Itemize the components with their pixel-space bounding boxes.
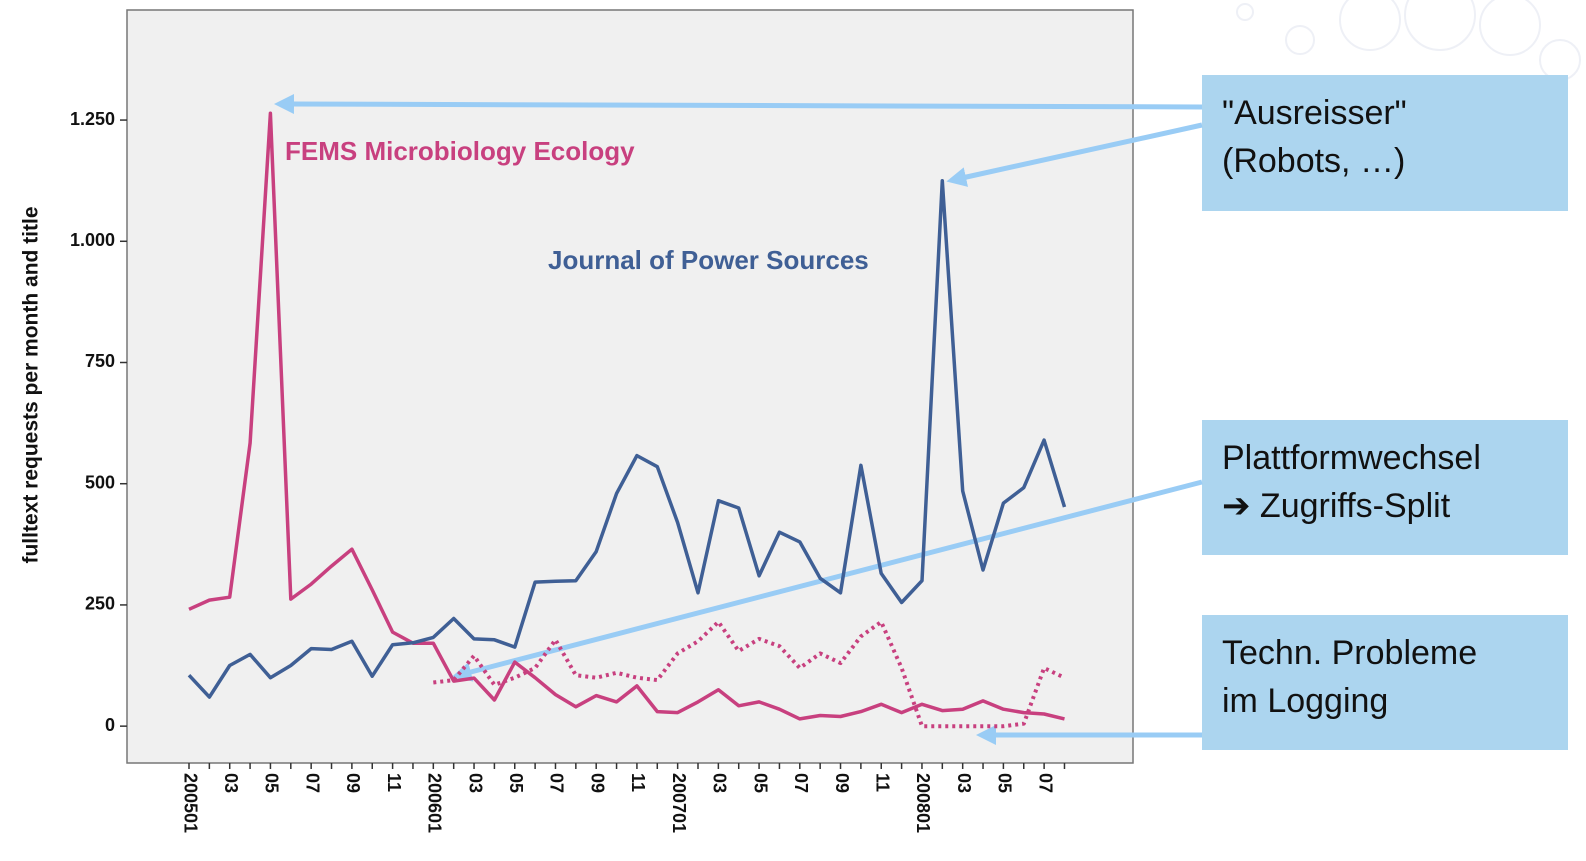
x-tick-label: 200801	[913, 773, 933, 833]
series-label: FEMS Microbiology Ecology	[285, 136, 635, 166]
annotations	[274, 75, 1568, 750]
x-tick-label: 09	[587, 773, 607, 793]
x-tick-label: 07	[791, 773, 811, 793]
y-tick-label: 0	[105, 715, 115, 735]
series-line	[433, 619, 1066, 729]
series-label: Journal of Power Sources	[548, 245, 869, 275]
decoration	[1236, 0, 1581, 81]
y-tick-label: 500	[85, 472, 115, 492]
x-tick-label: 05	[750, 773, 770, 793]
x-tick-label: 200601	[425, 773, 445, 833]
arrow	[946, 122, 1203, 187]
x-tick-label: 07	[1035, 773, 1055, 793]
x-tick-label: 07	[547, 773, 567, 793]
x-tick-label: 200701	[669, 773, 689, 833]
x-tick-label: 200501	[180, 773, 200, 833]
x-tick-label: 09	[343, 773, 363, 793]
series-line	[187, 178, 1067, 699]
x-tick-label: 11	[628, 773, 648, 792]
x-tick-label: 03	[710, 773, 730, 793]
y-tick-label: 250	[85, 594, 115, 614]
annotation-text: "Ausreisser"	[1222, 94, 1407, 132]
annotation-box	[1202, 615, 1568, 750]
x-tick-label: 05	[262, 773, 282, 793]
annotation-box	[1202, 75, 1568, 211]
annotation-box	[1202, 420, 1568, 555]
x-tick-label: 07	[302, 773, 322, 793]
annotation-text: (Robots, …)	[1222, 142, 1405, 180]
y-tick-label: 1.250	[70, 109, 115, 129]
annotation-text: ➔ Zugriffs-Split	[1222, 487, 1451, 525]
arrow	[451, 479, 1203, 682]
annotation-text: Techn. Probleme	[1222, 634, 1477, 672]
x-tick-label: 11	[384, 773, 404, 792]
y-tick-label: 1.000	[70, 230, 115, 250]
x-tick-label: 11	[872, 773, 892, 792]
x-tick-label: 05	[506, 773, 526, 793]
y-tick-label: 750	[85, 351, 115, 371]
x-tick-label: 09	[832, 773, 852, 793]
annotation-text: im Logging	[1222, 682, 1388, 720]
x-tick-label: 05	[995, 773, 1015, 793]
series-line	[188, 111, 1065, 721]
x-tick-label: 03	[465, 773, 485, 793]
y-axis-label: fulltext requests per month and title	[20, 206, 43, 563]
x-tick-label: 03	[221, 773, 241, 793]
annotation-text: Plattformwechsel	[1222, 439, 1481, 477]
arrow	[274, 94, 1203, 115]
plot-area	[126, 9, 1134, 764]
x-tick-label: 03	[954, 773, 974, 793]
